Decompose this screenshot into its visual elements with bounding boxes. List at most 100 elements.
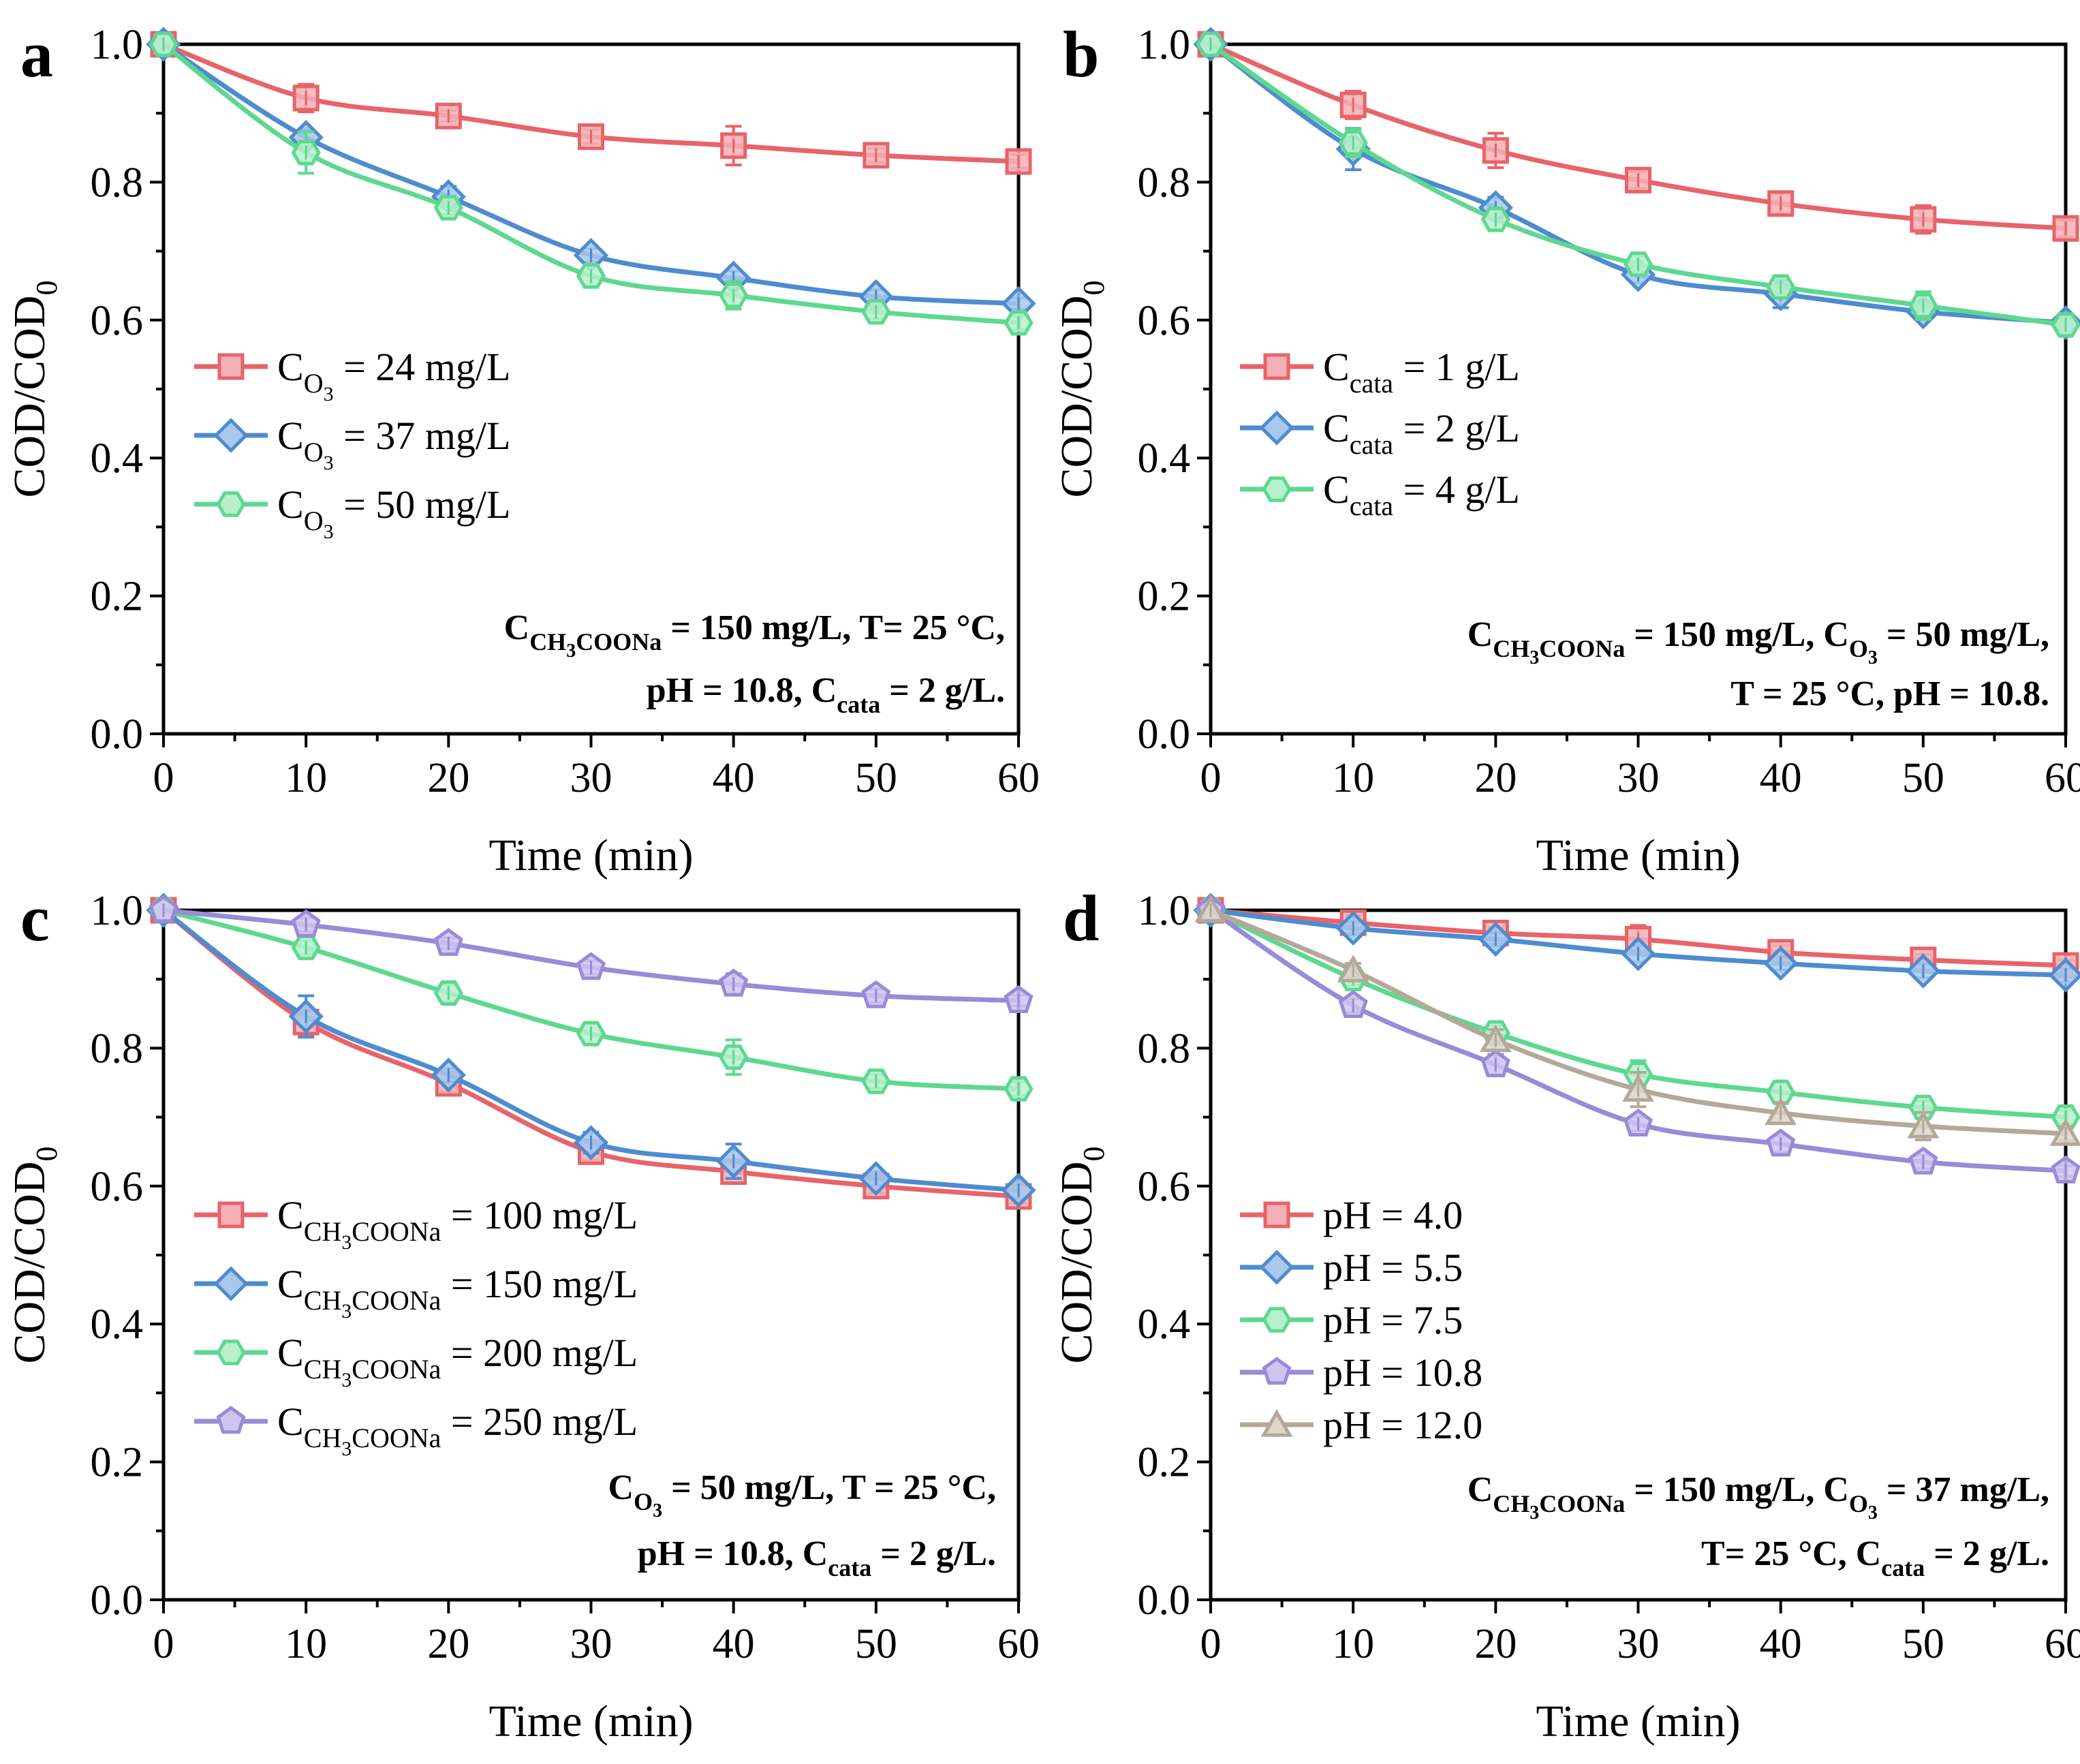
condition-note-line2: T = 25 °C, pH = 10.8. <box>1730 675 2049 713</box>
legend-swatch-marker <box>1263 353 1290 380</box>
condition-note-line1: CO3 = 50 mg/L, T = 25 °C, <box>608 1468 996 1521</box>
condition-note-line2: pH = 10.8, Ccata = 2 g/L. <box>638 1534 996 1581</box>
y-tick-label: 0.0 <box>91 711 144 758</box>
x-tick-label: 30 <box>1617 755 1660 801</box>
y-axis-title: COD/COD0 <box>1052 1146 1111 1363</box>
y-tick-label: 0.6 <box>1138 1164 1191 1210</box>
x-tick-label: 40 <box>713 1621 755 1667</box>
x-tick-label: 30 <box>570 1621 612 1667</box>
x-axis-title: Time (min) <box>488 831 693 880</box>
series-d-4: pH = 12.0 <box>1194 895 2080 1447</box>
x-tick-label: 0 <box>153 755 174 801</box>
legend-swatch-marker <box>217 1201 245 1228</box>
y-tick-label: 0.8 <box>1138 159 1191 206</box>
legend-swatch-marker <box>216 1340 246 1365</box>
x-tick-label: 10 <box>285 1621 327 1667</box>
y-tick-label: 0.8 <box>91 159 144 206</box>
x-tick-label: 0 <box>1200 755 1222 801</box>
x-tick-label: 10 <box>1332 1621 1374 1667</box>
x-tick-label: 40 <box>1760 755 1802 801</box>
series-c-1: CCH3COONa = 150 mg/L <box>146 893 1036 1322</box>
legend-swatch-marker <box>1262 476 1292 502</box>
y-tick-label: 1.0 <box>91 22 144 68</box>
x-tick-label: 20 <box>1474 755 1517 801</box>
x-tick-label: 0 <box>1200 1621 1222 1667</box>
series-c-2: CCH3COONa = 200 mg/L <box>149 897 1034 1391</box>
x-tick-label: 20 <box>427 1621 469 1667</box>
legend-label: Ccata = 2 g/L <box>1323 406 1520 460</box>
x-tick-label: 20 <box>427 755 469 801</box>
x-tick-label: 60 <box>997 1621 1040 1667</box>
legend-swatch-marker <box>216 491 246 517</box>
series-a-1: CO3 = 37 mg/L <box>146 27 1036 474</box>
y-tick-label: 0.4 <box>91 1301 144 1348</box>
y-tick-label: 0.4 <box>1138 1301 1191 1348</box>
legend-label: pH = 5.5 <box>1323 1245 1463 1290</box>
y-tick-label: 0.6 <box>1138 298 1191 344</box>
x-tick-label: 50 <box>1902 1621 1944 1667</box>
legend-swatch-marker <box>1262 1357 1292 1385</box>
series-d-3: pH = 10.8 <box>1196 895 2080 1395</box>
condition-note-line1: CCH3COONa = 150 mg/L, CO3 = 37 mg/L, <box>1468 1470 2049 1523</box>
x-axis-title: Time (min) <box>1536 831 1740 880</box>
y-tick-label: 0.0 <box>1138 1577 1191 1624</box>
y-tick-label: 0.6 <box>91 298 144 344</box>
series-c-3: CCH3COONa = 250 mg/L <box>149 895 1034 1460</box>
condition-note-line2: pH = 10.8, Ccata = 2 g/L. <box>647 671 1005 718</box>
legend-swatch-marker <box>1262 1307 1292 1333</box>
x-tick-label: 50 <box>855 1621 897 1667</box>
y-tick-label: 0.8 <box>91 1025 144 1072</box>
legend-label: CCH3COONa = 200 mg/L <box>277 1331 638 1391</box>
condition-note-line1: CCH3COONa = 150 mg/L, T= 25 °C, <box>504 608 1005 662</box>
panel-letter: c <box>20 882 50 955</box>
legend-swatch-marker <box>216 1406 246 1434</box>
x-tick-label: 30 <box>570 755 612 801</box>
legend-swatch-marker <box>1259 410 1294 446</box>
legend-label: Ccata = 4 g/L <box>1323 467 1520 521</box>
legend-swatch-marker <box>1259 1250 1294 1285</box>
chart-panel-c: 0 10 20 30 40 50 60 0.0 0.2 0.4 0.6 0.8 1.0 Time (min… <box>5 882 1040 1746</box>
y-tick-label: 0.2 <box>1138 1440 1191 1486</box>
x-tick-label: 30 <box>1617 1621 1660 1667</box>
x-tick-label: 40 <box>1760 1621 1802 1667</box>
y-tick-label: 0.0 <box>1138 711 1191 758</box>
x-tick-label: 60 <box>997 755 1040 801</box>
x-tick-label: 60 <box>2045 755 2080 801</box>
y-tick-label: 0.2 <box>91 1440 144 1486</box>
x-axis-title: Time (min) <box>488 1697 693 1746</box>
x-axis-title: Time (min) <box>1536 1697 1740 1746</box>
legend-label: CO3 = 24 mg/L <box>277 345 510 405</box>
x-tick-label: 0 <box>153 1621 174 1667</box>
x-tick-label: 60 <box>2045 1621 2080 1667</box>
condition-note-line1: CCH3COONa = 150 mg/L, CO3 = 50 mg/L, <box>1468 615 2049 668</box>
legend-label: pH = 7.5 <box>1323 1298 1463 1342</box>
x-tick-label: 40 <box>713 755 755 801</box>
series-line <box>163 908 1019 1092</box>
chart-panel-a: 0 10 20 30 40 50 60 0.0 0.2 0.4 0.6 0.8 1.0 Time (min… <box>5 18 1040 880</box>
y-tick-label: 0.4 <box>1138 435 1191 482</box>
y-tick-label: 1.0 <box>1138 22 1191 68</box>
x-tick-label: 10 <box>285 755 327 801</box>
chart-panel-d: 0 10 20 30 40 50 60 0.0 0.2 0.4 0.6 0.8 1.0 Time (min… <box>1052 882 2080 1746</box>
series-c-0: CCH3COONa = 100 mg/L <box>150 897 1032 1254</box>
legend-swatch-marker <box>213 418 249 453</box>
legend-swatch-marker <box>213 1266 249 1301</box>
y-axis-title: COD/COD0 <box>5 1146 63 1363</box>
x-tick-label: 50 <box>1902 755 1944 801</box>
legend-label: CCH3COONa = 150 mg/L <box>277 1262 638 1322</box>
condition-note-line2: T= 25 °C, Ccata = 2 g/L. <box>1701 1534 2049 1581</box>
y-axis-title: COD/COD0 <box>5 280 63 497</box>
y-tick-label: 0.8 <box>1138 1025 1191 1072</box>
x-tick-label: 50 <box>855 755 897 801</box>
legend-label: CCH3COONa = 250 mg/L <box>277 1399 638 1460</box>
chart-panel-b: 0 10 20 30 40 50 60 0.0 0.2 0.4 0.6 0.8 1.0 Time (min… <box>1052 18 2080 880</box>
panel-letter: d <box>1063 882 1099 955</box>
series-b-0: Ccata = 1 g/L <box>1197 31 2079 399</box>
series-b-2: Ccata = 4 g/L <box>1196 31 2080 521</box>
panel-letter: b <box>1063 18 1099 91</box>
panel-letter: a <box>20 18 53 91</box>
legend-label: pH = 10.8 <box>1323 1350 1483 1395</box>
legend-swatch-marker <box>1263 1201 1290 1228</box>
y-tick-label: 0.2 <box>91 574 144 620</box>
